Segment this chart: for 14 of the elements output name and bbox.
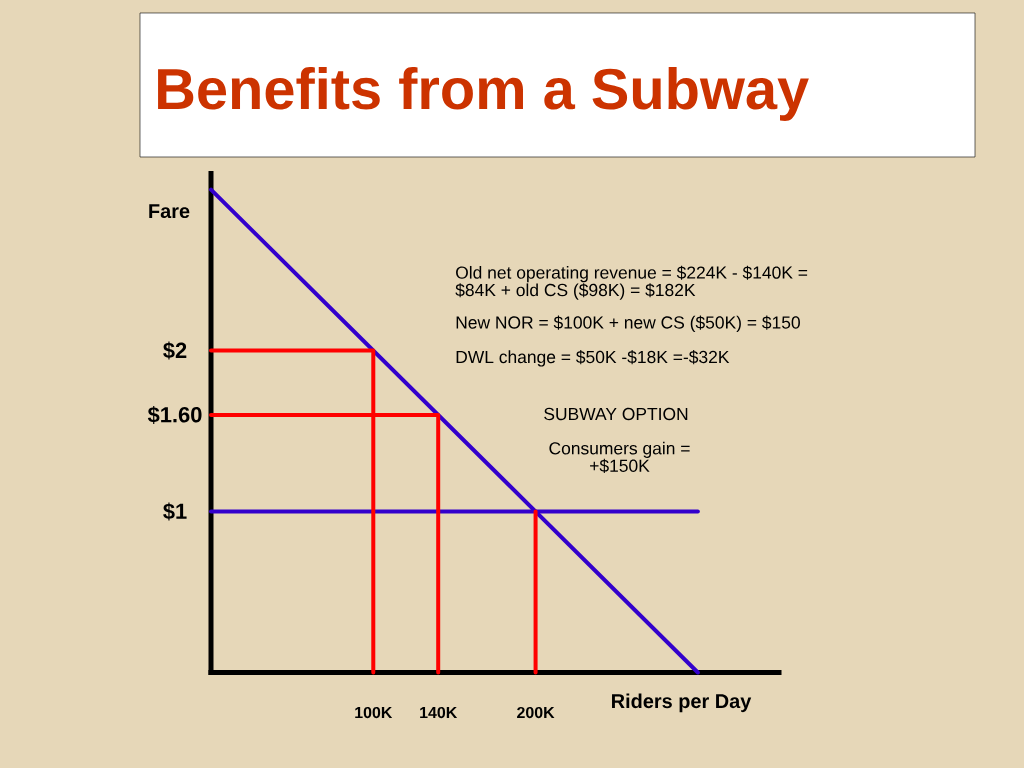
annotation: Consumers gain = +$150K [549,441,690,473]
x-tick-label: 140K [420,706,458,719]
y-tick-label: $2 [163,341,187,360]
chart-title: Benefits from a Subway [158,67,809,121]
x-tick-label: 100K [355,706,393,719]
y-axis-title: Fare [149,204,190,219]
annotation: SUBWAY OPTION [544,407,688,421]
annotation: DWL change = $50K -$18K =-$32K [456,350,730,367]
y-tick-label: $1.60 [147,406,202,424]
y-tick-label: $1 [163,502,187,521]
annotation: New NOR = $100K + new CS ($50K) = $150 [456,315,800,333]
x-axis-title: Riders per Day [612,693,752,713]
annotation: Old net operating revenue = $224K - $140K = $84K + old CS ($98K) = $182K [455,265,808,300]
x-tick-label: 200K [517,706,555,719]
